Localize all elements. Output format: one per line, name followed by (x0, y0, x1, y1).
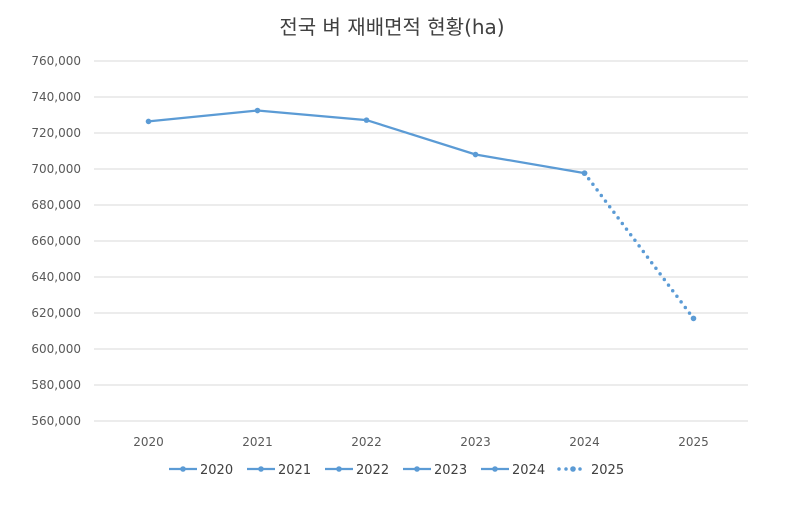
data-point (254, 107, 261, 114)
data-point (145, 118, 152, 125)
legend-item: 2023 (403, 463, 467, 478)
x-tick-label: 2025 (678, 435, 709, 449)
legend-item: 2025 (557, 463, 624, 478)
data-point (363, 117, 370, 123)
y-tick-label: 560,000 (31, 414, 81, 428)
legend-marker (570, 466, 576, 472)
data-point (472, 151, 479, 158)
y-axis-ticks: 560,000 580,000 600,000 620,000 640,000 660,0… (31, 54, 81, 428)
legend-label: 2023 (434, 463, 467, 478)
legend-item: 2024 (481, 463, 545, 478)
legend-marker (258, 466, 264, 472)
gridlines (94, 60, 748, 422)
data-point (581, 170, 588, 176)
y-tick-label: 700,000 (31, 162, 81, 176)
data-point (690, 315, 697, 322)
chart-title: 전국 벼 재배면적 현황(ha) (279, 15, 504, 39)
legend-marker (414, 466, 420, 472)
legend-item: 2022 (325, 463, 389, 478)
legend-label: 2021 (278, 463, 311, 478)
legend: 2020 2021 2022 2023 2024 2025 (169, 463, 624, 478)
x-tick-label: 2024 (569, 435, 600, 449)
x-tick-label: 2021 (242, 435, 273, 449)
legend-label: 2025 (591, 463, 624, 478)
y-tick-label: 760,000 (31, 54, 81, 68)
legend-item: 2020 (169, 463, 233, 478)
legend-marker (492, 466, 498, 472)
y-tick-label: 580,000 (31, 378, 81, 392)
y-tick-label: 720,000 (31, 126, 81, 140)
x-tick-label: 2022 (351, 435, 382, 449)
x-tick-label: 2020 (133, 435, 164, 449)
y-tick-label: 740,000 (31, 90, 81, 104)
legend-marker (336, 466, 342, 472)
legend-label: 2020 (200, 463, 233, 478)
y-tick-label: 640,000 (31, 270, 81, 284)
legend-label: 2024 (512, 463, 545, 478)
x-tick-label: 2023 (460, 435, 491, 449)
y-tick-label: 600,000 (31, 342, 81, 356)
legend-marker (180, 466, 186, 472)
y-tick-label: 660,000 (31, 234, 81, 248)
y-tick-label: 680,000 (31, 198, 81, 212)
series-line-forecast (582, 171, 696, 321)
x-axis-ticks: 2020 2021 2022 2023 2024 2025 (133, 435, 709, 449)
legend-item: 2021 (247, 463, 311, 478)
series-lines (145, 107, 697, 322)
y-tick-label: 620,000 (31, 306, 81, 320)
legend-label: 2022 (356, 463, 389, 478)
